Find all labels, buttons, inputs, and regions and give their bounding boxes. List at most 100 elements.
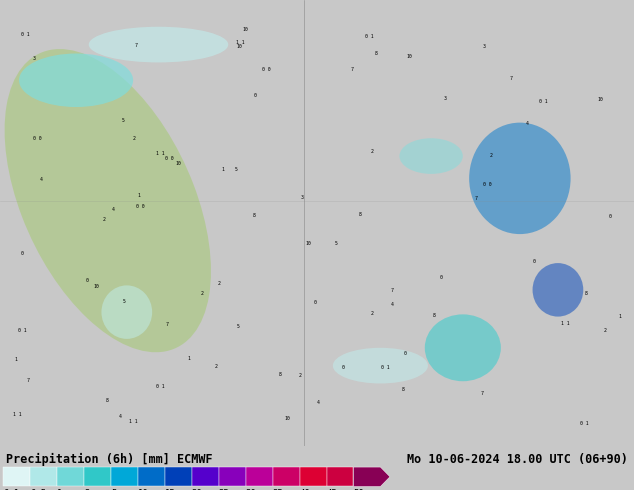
Text: 8: 8 [279, 372, 282, 377]
Text: 10: 10 [236, 44, 242, 49]
Text: 10: 10 [306, 241, 311, 246]
Text: 4: 4 [525, 121, 528, 126]
Text: 0.5: 0.5 [30, 489, 46, 490]
Text: 0: 0 [404, 351, 407, 356]
Text: 1 1: 1 1 [129, 419, 138, 424]
Bar [165, 467, 191, 487]
Text: 10: 10 [243, 26, 249, 31]
Text: 3: 3 [32, 56, 35, 61]
Text: 0 0: 0 0 [483, 182, 491, 187]
Text: 4: 4 [391, 302, 394, 307]
Text: 8: 8 [358, 212, 361, 217]
Text: 0 0: 0 0 [262, 67, 271, 72]
Bar [3, 467, 30, 487]
Text: 8: 8 [375, 51, 378, 56]
Text: 2: 2 [489, 152, 492, 158]
Text: 0 1: 0 1 [579, 421, 588, 426]
Text: 0 1: 0 1 [18, 328, 27, 333]
Text: 1: 1 [221, 167, 224, 172]
Text: 7: 7 [509, 75, 512, 81]
Text: 0 0: 0 0 [165, 156, 174, 161]
Text: 1: 1 [15, 357, 17, 362]
Text: 5: 5 [111, 489, 116, 490]
Bar [245, 467, 273, 487]
Text: 10: 10 [138, 489, 148, 490]
Text: 2: 2 [299, 373, 302, 378]
Text: 7: 7 [391, 288, 394, 294]
Ellipse shape [89, 27, 228, 62]
Text: 1 1: 1 1 [13, 412, 22, 417]
Text: 10: 10 [284, 416, 290, 421]
Ellipse shape [469, 122, 571, 234]
Ellipse shape [19, 53, 133, 107]
Text: 7: 7 [474, 196, 477, 201]
Text: 1 1: 1 1 [156, 151, 164, 156]
Text: 5: 5 [235, 168, 238, 172]
Bar [299, 467, 327, 487]
Text: 0: 0 [254, 94, 257, 98]
Text: 4: 4 [119, 414, 121, 419]
Text: 0.1: 0.1 [3, 489, 19, 490]
Text: 2: 2 [103, 217, 106, 222]
Text: 1: 1 [619, 314, 621, 319]
Text: 10: 10 [176, 161, 181, 166]
Text: 7: 7 [165, 322, 169, 327]
Text: 10: 10 [597, 97, 604, 102]
Text: 1: 1 [57, 489, 62, 490]
Text: 1 1: 1 1 [236, 40, 245, 45]
Text: 5: 5 [334, 242, 337, 246]
Bar [111, 467, 138, 487]
Text: 0: 0 [609, 214, 612, 219]
Text: 1: 1 [188, 356, 190, 362]
Text: 7: 7 [351, 67, 354, 72]
Text: 2: 2 [133, 136, 135, 141]
Text: 2: 2 [604, 328, 607, 333]
Bar [191, 467, 219, 487]
Text: 7: 7 [135, 43, 138, 48]
Text: 8: 8 [106, 398, 109, 403]
Ellipse shape [425, 315, 501, 381]
Text: 8: 8 [402, 387, 405, 392]
Text: 8: 8 [432, 313, 436, 318]
Ellipse shape [101, 285, 152, 339]
Text: 0: 0 [342, 365, 344, 369]
Text: 7: 7 [27, 378, 30, 383]
Text: 8: 8 [253, 213, 256, 219]
Text: 1: 1 [138, 193, 141, 198]
Text: 2: 2 [214, 364, 217, 369]
Text: 3: 3 [301, 195, 304, 200]
Bar [327, 467, 354, 487]
Bar [138, 467, 165, 487]
Text: 0: 0 [439, 275, 442, 280]
Text: 5: 5 [123, 299, 126, 304]
Text: 0: 0 [533, 259, 535, 264]
Text: 7: 7 [481, 392, 484, 396]
Text: 3: 3 [483, 44, 486, 49]
Text: 40: 40 [299, 489, 310, 490]
Bar [84, 467, 111, 487]
Text: 10: 10 [406, 54, 412, 59]
Text: 1 1: 1 1 [560, 321, 569, 326]
Text: 0 0: 0 0 [33, 136, 42, 141]
Ellipse shape [4, 49, 211, 352]
Text: 30: 30 [245, 489, 256, 490]
Text: 45: 45 [327, 489, 337, 490]
Text: 5: 5 [236, 324, 239, 329]
Text: 0 1: 0 1 [365, 34, 374, 39]
Text: 5: 5 [122, 118, 125, 123]
Text: 8: 8 [585, 292, 588, 296]
Text: 0 0: 0 0 [136, 204, 145, 209]
Text: 2: 2 [84, 489, 89, 490]
Text: 4: 4 [39, 177, 42, 182]
Text: 4: 4 [317, 400, 320, 405]
Text: 2: 2 [371, 311, 374, 316]
Text: 0: 0 [21, 251, 23, 256]
Text: 0: 0 [314, 300, 317, 305]
Text: 3: 3 [444, 96, 447, 101]
Text: 0 1: 0 1 [539, 98, 547, 103]
Text: 2: 2 [217, 281, 221, 286]
Ellipse shape [533, 263, 583, 317]
Text: 0 1: 0 1 [381, 365, 389, 370]
FancyArrow shape [354, 467, 390, 487]
Ellipse shape [333, 348, 428, 384]
